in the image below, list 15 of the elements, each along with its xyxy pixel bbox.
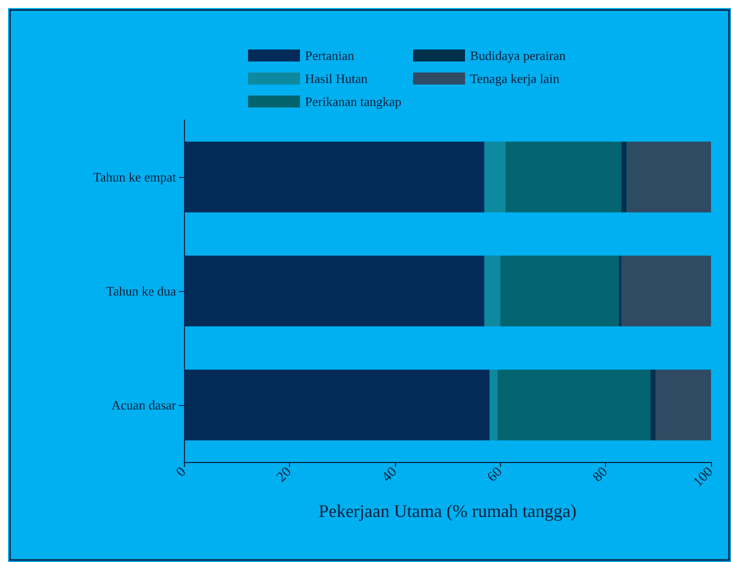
x-tick-label: 60 xyxy=(485,464,506,486)
x-tick-label: 100 xyxy=(690,464,716,490)
legend-label: Tenaga kerja lain xyxy=(470,71,560,86)
legend-label: Pertanian xyxy=(305,48,355,63)
legend-label: Budidaya perairan xyxy=(470,48,566,63)
legend-label: Perikanan tangkap xyxy=(305,94,402,109)
y-tick-label: Tahun ke empat xyxy=(93,170,176,184)
x-axis-title: Pekerjaan Utama (% rumah tangga) xyxy=(318,501,576,521)
y-tick-label: Tahun ke dua xyxy=(106,284,176,298)
legend-label: Hasil Hutan xyxy=(305,71,368,86)
x-tick-label: 0 xyxy=(174,464,190,480)
x-tick-label: 20 xyxy=(274,464,295,486)
x-tick-label: 80 xyxy=(590,464,611,486)
x-tick-label: 40 xyxy=(380,464,400,486)
y-tick-label: Acuan dasar xyxy=(111,398,177,412)
